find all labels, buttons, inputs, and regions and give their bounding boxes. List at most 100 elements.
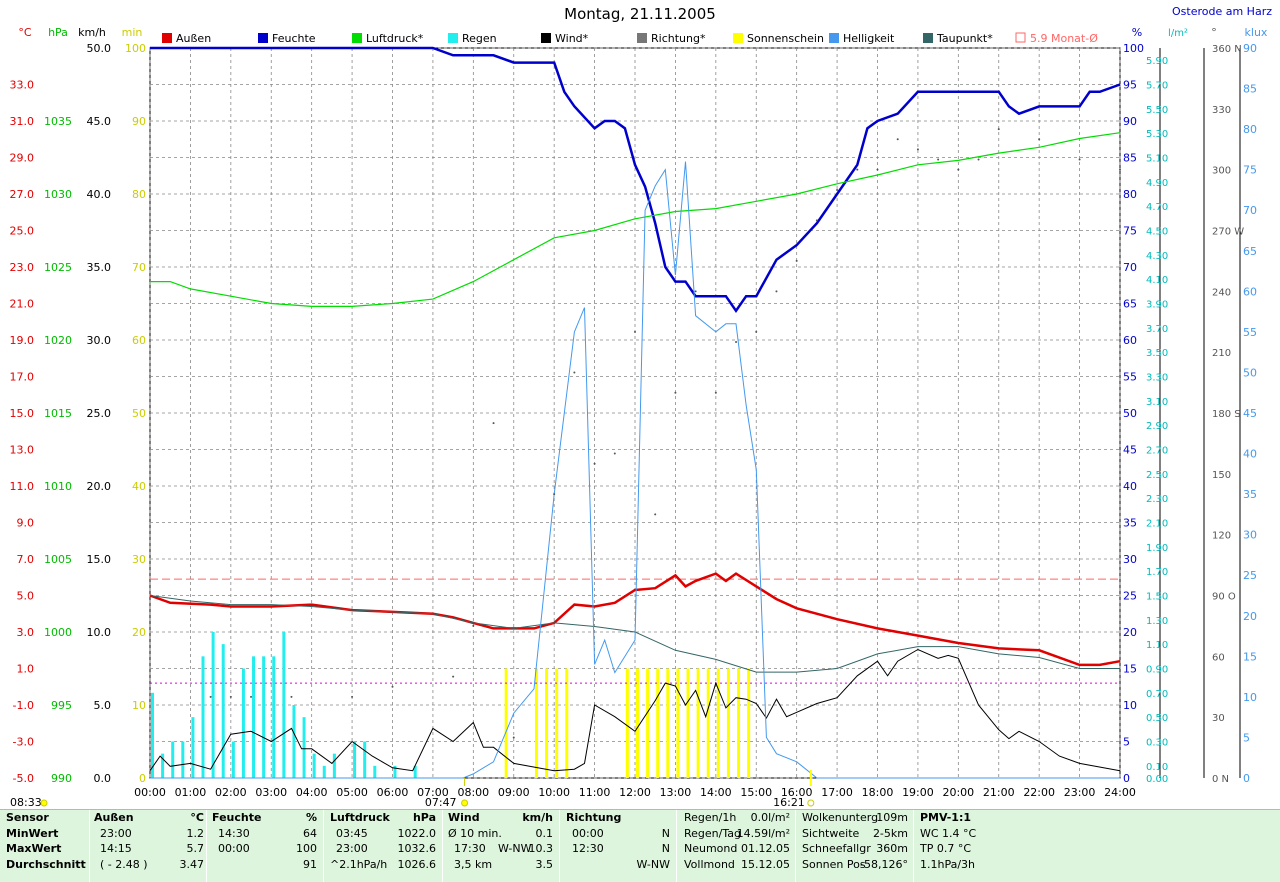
rain-bar bbox=[191, 717, 195, 778]
rain-bar bbox=[201, 656, 205, 778]
direction-axis-tick: 150 bbox=[1212, 470, 1231, 481]
x-axis-tick: 18:00 bbox=[862, 786, 894, 799]
direction-axis-tick: 0 N bbox=[1212, 774, 1229, 785]
sun-bar bbox=[676, 668, 680, 778]
humidity-axis-tick: 95 bbox=[1123, 79, 1137, 92]
humidity-axis-tick: 45 bbox=[1123, 444, 1137, 457]
rain-axis-tick: 4.90 bbox=[1146, 178, 1168, 189]
pmv-wc: WC 1.4 °C bbox=[920, 826, 977, 840]
pressure-axis-tick: 1000 bbox=[44, 626, 72, 639]
direction-point bbox=[512, 736, 515, 739]
table-col-wolken: Wolkenunterg 109m Sichtweite 2-5km Schneef… bbox=[802, 810, 908, 882]
rain-axis-tick: 0.50 bbox=[1146, 713, 1168, 724]
lux-axis-tick: 65 bbox=[1243, 245, 1257, 258]
x-axis-tick: 05:00 bbox=[336, 786, 368, 799]
x-axis-tick: 06:00 bbox=[377, 786, 409, 799]
humidity-axis-tick: 0 bbox=[1123, 772, 1130, 785]
wind-avg10-label: Ø 10 min. bbox=[448, 826, 502, 840]
luftdruck-min-value: 1022.0 bbox=[397, 826, 437, 840]
sun-bar bbox=[737, 668, 741, 778]
rain-bar bbox=[353, 741, 357, 778]
wind-header: Wind bbox=[448, 811, 480, 824]
wind-axis-tick: 0.0 bbox=[94, 772, 112, 785]
wind-axis-tick: 30.0 bbox=[87, 334, 112, 347]
direction-point bbox=[290, 695, 293, 698]
sunset-icon bbox=[807, 799, 815, 807]
richtung-min-value: N bbox=[661, 826, 670, 840]
sun-bar bbox=[706, 668, 710, 778]
direction-point bbox=[634, 330, 636, 333]
temp-axis-tick: 17.0 bbox=[10, 371, 35, 384]
wolken-label: Wolkenunterg bbox=[802, 811, 879, 824]
lux-axis-tick: 90 bbox=[1243, 42, 1257, 55]
wind-axis-tick: 20.0 bbox=[87, 480, 112, 493]
sun-bar bbox=[696, 668, 700, 778]
regen-tag-value: 14.59l/m² bbox=[736, 826, 790, 840]
direction-point bbox=[674, 391, 677, 394]
rain-bar bbox=[322, 765, 326, 778]
aussen-unit: °C bbox=[190, 811, 204, 824]
table-col-regen: Regen/1h 0.0l/m² Regen/Tag 14.59l/m² Neumo… bbox=[684, 810, 790, 882]
wind-unit: km/h bbox=[522, 811, 553, 824]
sicht-label: Sichtweite bbox=[802, 826, 860, 840]
table-col-sensor: Sensor MinWert MaxWert Durchschnitt bbox=[6, 810, 88, 882]
wind-max-value: 10.3 bbox=[528, 842, 554, 855]
sun-axis-tick: 0 bbox=[139, 772, 146, 785]
lux-axis-tick: 5 bbox=[1243, 731, 1250, 744]
rain-bar bbox=[363, 741, 367, 778]
rain-axis-tick: 2.50 bbox=[1146, 470, 1168, 481]
legend-label: Sonnenschein bbox=[747, 32, 824, 45]
temp-axis-tick: 3.0 bbox=[17, 626, 35, 639]
rain-bar bbox=[262, 656, 266, 778]
humidity-axis-tick: 60 bbox=[1123, 334, 1137, 347]
lux-unit-label: klux bbox=[1245, 26, 1268, 39]
temp-axis-tick: -1.0 bbox=[13, 699, 34, 712]
feuchte-max-value: 100 bbox=[296, 842, 317, 855]
temp-axis-tick: 1.0 bbox=[17, 663, 35, 676]
sunset-label: 16:21 bbox=[773, 796, 805, 809]
schnee-label: Schneefallgr bbox=[802, 842, 871, 855]
direction-point bbox=[573, 371, 576, 374]
neumond-value: 01.12.05 bbox=[741, 842, 790, 855]
legend-swatch bbox=[541, 33, 551, 43]
pressure-axis-tick: 1030 bbox=[44, 188, 72, 201]
rain-axis-tick: 0.00 bbox=[1146, 774, 1168, 785]
pressure-axis-tick: 990 bbox=[51, 772, 72, 785]
direction-point bbox=[472, 624, 475, 627]
pmv-trend: 1.1hPa/3h bbox=[920, 857, 976, 871]
rain-axis-tick: 4.70 bbox=[1146, 202, 1168, 213]
x-axis-tick: 01:00 bbox=[175, 786, 207, 799]
direction-point bbox=[896, 138, 899, 141]
sun-bar bbox=[716, 668, 720, 778]
table-col-feuchte: Feuchte% 14:30 64 00:00 100 91 bbox=[212, 810, 317, 882]
direction-point bbox=[775, 290, 778, 293]
direction-point bbox=[1078, 158, 1081, 161]
pressure-axis-tick: 1025 bbox=[44, 261, 72, 274]
legend-label: 5.9 Monat-Ø bbox=[1030, 32, 1098, 45]
rain-bar bbox=[413, 765, 417, 778]
lux-axis-tick: 0 bbox=[1243, 772, 1250, 785]
rain-axis-tick: 0.90 bbox=[1146, 665, 1168, 676]
rain-bar bbox=[221, 644, 225, 778]
luftdruck-max-time: 23:00 bbox=[336, 842, 368, 855]
station-name: Osterode am Harz bbox=[1172, 5, 1272, 18]
x-axis-tick: 24:00 bbox=[1104, 786, 1136, 799]
direction-point bbox=[1038, 138, 1041, 141]
series-line-helligkeit bbox=[150, 161, 1120, 779]
x-axis-tick: 04:00 bbox=[296, 786, 328, 799]
wind-run: 3,5 km bbox=[454, 857, 493, 871]
aussen-avg-value: 3.47 bbox=[179, 857, 205, 871]
rain-axis-tick: 1.70 bbox=[1146, 567, 1168, 578]
humidity-axis-tick: 100 bbox=[1123, 42, 1144, 55]
neumond-label: Neumond bbox=[684, 842, 738, 855]
sun-bar bbox=[656, 668, 660, 778]
temp-axis-tick: 29.0 bbox=[10, 152, 35, 165]
rain-axis-tick: 0.30 bbox=[1146, 738, 1168, 749]
rain-axis-tick: 2.10 bbox=[1146, 519, 1168, 530]
pressure-axis-tick: 1035 bbox=[44, 115, 72, 128]
sun-axis-tick: 10 bbox=[132, 699, 146, 712]
temp-axis-tick: 7.0 bbox=[17, 553, 35, 566]
x-axis-tick: 23:00 bbox=[1064, 786, 1096, 799]
direction-axis-tick: 300 bbox=[1212, 166, 1231, 177]
direction-point bbox=[916, 148, 919, 151]
